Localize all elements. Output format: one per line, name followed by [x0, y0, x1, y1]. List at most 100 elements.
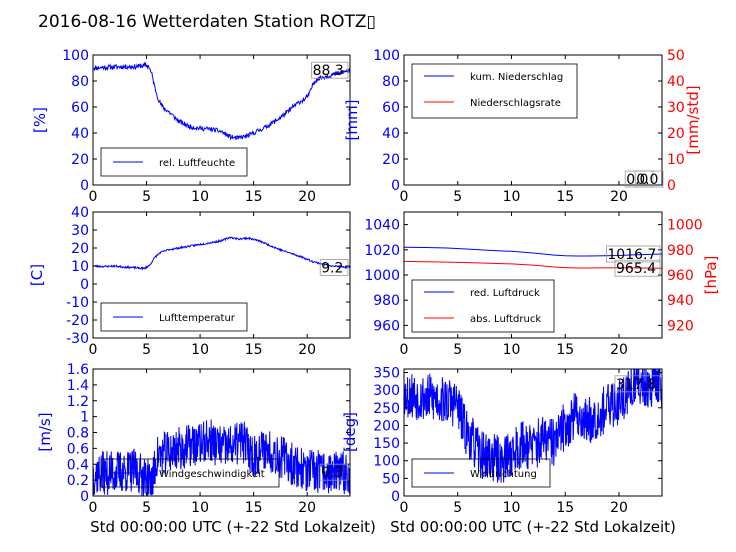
y2-tick-label: 940: [667, 293, 694, 309]
series-group: [93, 419, 350, 496]
legend-label: kum. Niederschlag: [470, 72, 563, 83]
legend-box: [411, 279, 555, 333]
legend-label: Lufttemperatur: [159, 313, 236, 324]
annotation-value: 9.2: [321, 260, 343, 276]
y-tick-label: 0.6: [67, 441, 89, 457]
series-line-0: [93, 236, 350, 271]
x-tick-label: 10: [191, 189, 209, 205]
x-tick-label: 10: [503, 500, 521, 516]
panel-pressure: 0 5 10 15 20 960 980 1000 1020 1040 920 940 960 980 10…: [364, 211, 720, 358]
axes-frame: [403, 54, 663, 186]
x-tick-label: 20: [298, 189, 316, 205]
y-tick-label: 80: [71, 74, 89, 90]
y-tick-label: 20: [71, 241, 89, 257]
annotation-box: [606, 245, 661, 263]
x-tick-label: 0: [89, 500, 98, 516]
axes-frame: [92, 54, 351, 186]
legend-box: [411, 63, 578, 119]
y2-tick-label: 920: [667, 318, 694, 334]
x-tick-label: 20: [298, 500, 316, 516]
y2-axis-label: [mm/std]: [684, 85, 702, 154]
x-tick-label: 5: [453, 189, 462, 205]
x-tick-label: 0: [400, 189, 409, 205]
annotation-value: 0.0: [636, 172, 658, 188]
y-tick-label: 20: [382, 152, 400, 168]
legend-label: abs. Luftdruck: [470, 314, 541, 325]
panel-humidity: 0 5 10 15 20 0 20 40 60 80 100 [%] rel. Luftfeuchte 8…: [31, 48, 351, 205]
y-tick-label: 1040: [364, 218, 400, 234]
x-tick-label: 20: [298, 342, 316, 358]
y2-axis-label: [hPa]: [702, 256, 720, 295]
annotation-value: 1016.7: [607, 247, 656, 263]
series-line-0: [404, 246, 662, 257]
annotation-box: [311, 61, 349, 79]
y-tick-label: 60: [382, 100, 400, 116]
y-tick-label: 0.8: [67, 426, 89, 442]
x-tick-label: 10: [191, 342, 209, 358]
y2-tick-label: 960: [667, 268, 694, 284]
annotation-box: [319, 259, 349, 276]
y2-tick-label: 1000: [667, 218, 703, 234]
axes-frame: [92, 211, 351, 339]
series-line-0: [93, 61, 350, 141]
series-line-0: [93, 419, 350, 496]
y2-tick-label: 20: [667, 126, 685, 142]
y-tick-label: 30: [71, 223, 89, 239]
x-tick-label: 15: [556, 189, 574, 205]
y-tick-label: 1.6: [67, 362, 89, 378]
y-tick-label: -30: [66, 331, 89, 347]
y-tick-label: 1.4: [67, 378, 89, 394]
x-tick-label: 0: [89, 342, 98, 358]
annotation-box: [614, 375, 661, 393]
legend-label: Windrichtung: [470, 469, 537, 480]
y-tick-label: 1: [80, 410, 89, 426]
y-tick-label: 0: [80, 178, 89, 194]
x-tick-label: 15: [245, 342, 263, 358]
y-tick-label: 80: [382, 74, 400, 90]
series-line-0: [404, 369, 662, 483]
y-tick-label: 100: [373, 48, 400, 64]
y-tick-label: 50: [382, 471, 400, 487]
y-tick-label: 40: [71, 126, 89, 142]
y-tick-label: 40: [71, 205, 89, 221]
x-tick-label: 5: [453, 342, 462, 358]
y-tick-label: 250: [373, 401, 400, 417]
annotation-value: 0.3: [321, 465, 343, 481]
y2-tick-label: 980: [667, 243, 694, 259]
series-line-1: [404, 260, 662, 269]
annotation-value: 965.4: [616, 261, 656, 277]
legend-box: [411, 458, 551, 488]
x-tick-label: 20: [610, 189, 628, 205]
legend-label: red. Luftdruck: [470, 288, 540, 299]
x-tick-label: 10: [503, 342, 521, 358]
y-tick-label: 960: [373, 318, 400, 334]
y-tick-label: 1.2: [67, 394, 89, 410]
legend-label: Niederschlagsrate: [470, 98, 561, 109]
y-tick-label: 10: [71, 259, 89, 275]
x-tick-label: 5: [142, 189, 151, 205]
y-axis-label: [%]: [31, 107, 49, 133]
y-tick-label: 0: [80, 277, 89, 293]
annotation-value: 88.3: [313, 63, 344, 79]
y-tick-label: 0: [391, 489, 400, 505]
axes-frame: [403, 368, 663, 497]
legend-label: Windgeschwindigkeit: [159, 469, 265, 480]
y-tick-label: 100: [373, 454, 400, 470]
annotation-box: [319, 463, 349, 481]
y-tick-label: 0: [391, 178, 400, 194]
x-tick-label: 5: [142, 500, 151, 516]
y-tick-label: 200: [373, 418, 400, 434]
annotation-box: [614, 259, 661, 277]
y2-tick-label: 0: [667, 178, 676, 194]
x-tick-label: 15: [245, 500, 263, 516]
y-tick-label: 100: [62, 48, 89, 64]
y2-tick-label: 30: [667, 100, 685, 116]
y-tick-label: 40: [382, 126, 400, 142]
y-axis-label: [C]: [28, 264, 46, 286]
x-tick-label: 15: [245, 189, 263, 205]
y2-tick-label: 10: [667, 152, 685, 168]
y-axis-label: [m/s]: [36, 412, 54, 451]
legend-box: [100, 147, 248, 177]
y-tick-label: 980: [373, 293, 400, 309]
